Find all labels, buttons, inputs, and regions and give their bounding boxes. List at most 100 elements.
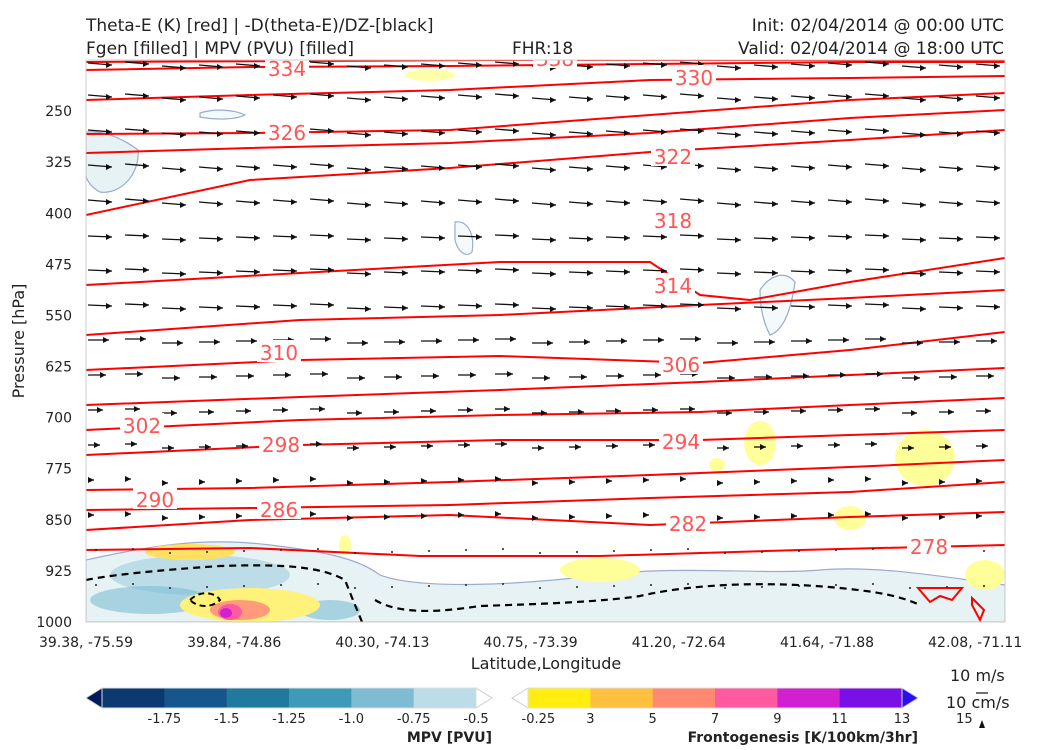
wind-vector-head (328, 233, 334, 239)
wind-vector-head (735, 167, 741, 173)
colorbar-swatch (226, 688, 290, 708)
theta-e-line (86, 129, 1005, 216)
wind-vector-head (495, 511, 501, 517)
vector-key-w-arrow (979, 720, 985, 728)
wind-vector-head (994, 130, 1000, 136)
y-tick-label: 550 (45, 308, 72, 324)
wind-vector-head (846, 94, 852, 100)
colorbar-swatch (413, 688, 477, 708)
wind-vector-head (251, 338, 257, 344)
wind-vector-head (254, 269, 260, 275)
wind-vector-head (319, 406, 325, 412)
wind-vector (983, 550, 985, 552)
theta-e-label: 278 (910, 535, 948, 559)
wind-vector-head (168, 445, 174, 451)
wind-vector-head (94, 442, 100, 448)
wind-vector-head (994, 235, 1000, 241)
wind-vector-head (473, 337, 479, 343)
theta-e-label-bg (666, 511, 710, 533)
wind-vector-head (658, 337, 664, 343)
wind-vector-head (763, 409, 769, 415)
wind-vector-head (735, 65, 741, 71)
wind-vector-head (661, 268, 667, 274)
wind-vector-head (606, 478, 612, 484)
dtheta-dz-contour (86, 564, 921, 622)
wind-vector-head (871, 441, 877, 447)
wind-vector-head (143, 302, 149, 308)
wind-vector-head (217, 305, 223, 311)
wind-vector-head (957, 236, 963, 242)
wind-vector-head (439, 235, 445, 241)
wind-vector (465, 584, 467, 586)
wind-vector-head (809, 95, 815, 101)
wind-vector-head (846, 164, 852, 170)
wind-vector-head (180, 97, 186, 103)
theta-e-label-bg (533, 60, 577, 68)
wind-vector-head (698, 198, 704, 204)
theta-e-line (86, 511, 1005, 531)
wind-vector-head (103, 337, 109, 343)
wind-vector (613, 550, 615, 552)
wind-vector-head (180, 132, 186, 138)
wind-vector-head (809, 165, 815, 171)
wind-vector-head (902, 480, 908, 486)
theta-e-label-bg (672, 65, 716, 87)
colorbar-tick-label: 9 (773, 712, 781, 727)
wind-vector-head (883, 93, 889, 99)
wind-vector-head (439, 200, 445, 206)
wind-vector-head (698, 93, 704, 99)
wind-vector-head (680, 476, 686, 482)
y-tick-label: 250 (45, 104, 72, 120)
wind-vector (391, 551, 393, 553)
wind-vector-head (883, 233, 889, 239)
wind-vector-head (902, 515, 908, 521)
wind-vector-head (402, 166, 408, 172)
wind-vector-head (698, 267, 704, 273)
theta-e-label: 326 (268, 121, 306, 145)
wind-vector-head (476, 164, 482, 170)
colorbar-swatch (590, 688, 654, 708)
wind-vector-head (365, 97, 371, 103)
wind-vector-head (939, 514, 945, 520)
wind-vector-head (217, 96, 223, 102)
theta-e-label-bg (659, 429, 703, 451)
wind-vector-head (362, 340, 368, 346)
wind-vector-head (384, 514, 390, 520)
wind-vector-head (809, 269, 815, 275)
mpv-colorbar-title: MPV [PVU] (407, 730, 492, 746)
wind-vector-head (587, 131, 593, 137)
theta-e-label-bg (651, 208, 695, 230)
theta-e-label-bg (651, 144, 695, 166)
wind-vector-head (834, 442, 840, 448)
wind-vector (576, 551, 578, 553)
theta-e-line (86, 75, 1005, 101)
wind-vector-head (991, 338, 997, 344)
vector-key: 10 m/s 10 cm/s (946, 666, 1010, 728)
wind-vector-head (689, 406, 695, 412)
colorbar-tick-label: -1.75 (148, 712, 182, 727)
wind-vector (95, 549, 97, 551)
wind-vector (354, 587, 356, 589)
wind-vector-head (695, 336, 701, 342)
wind-vector-head (550, 167, 556, 173)
wind-vector-head (883, 61, 889, 67)
colorbar-tick-label: 13 (894, 712, 911, 727)
wind-vector-head (649, 442, 655, 448)
wind-vector-head (914, 375, 920, 381)
theta-e-line (86, 289, 1005, 336)
wind-vector-head (846, 199, 852, 205)
wind-vector-head (205, 444, 211, 450)
wind-vector (761, 586, 763, 588)
wind-vector-head (643, 477, 649, 483)
wind-vector-head (994, 63, 1000, 69)
wind-vector-head (908, 445, 914, 451)
wind-vector-head (661, 62, 667, 68)
wind-vector-head (171, 410, 177, 416)
wind-vector-head (356, 410, 362, 416)
wind-vector-head (254, 95, 260, 101)
wind-vector-head (439, 269, 445, 275)
theta-e-label: 310 (260, 341, 298, 365)
wind-vector-head (328, 128, 334, 134)
wind-vector-head (137, 371, 143, 377)
